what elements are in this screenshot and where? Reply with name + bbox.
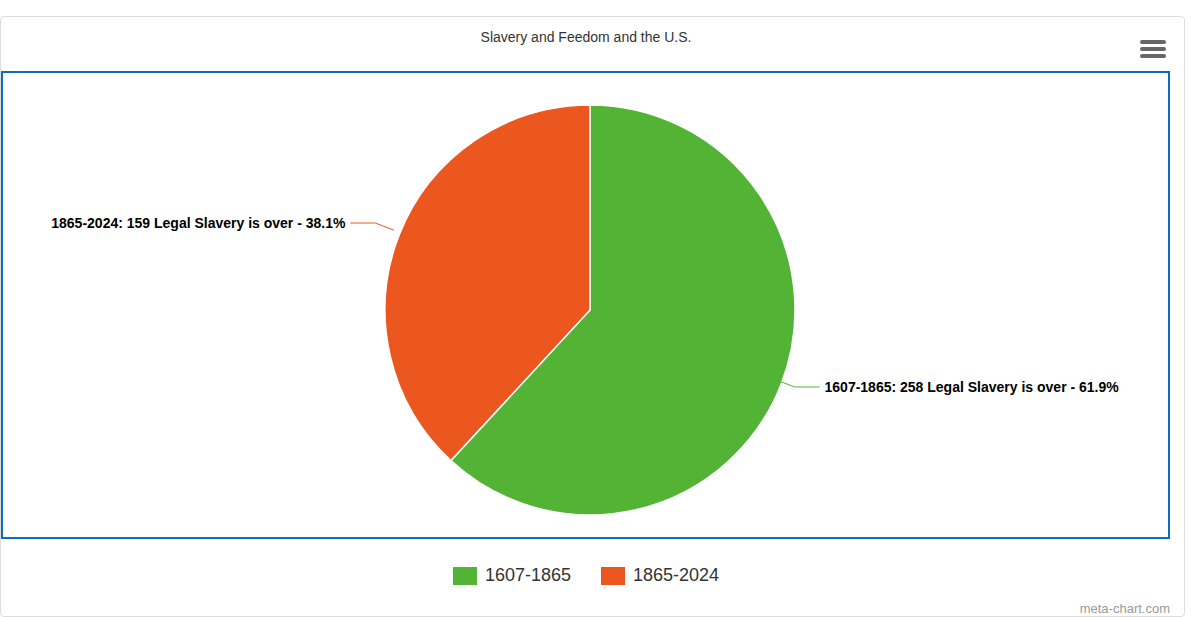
svg-text:1865-2024: 159 Legal Slavery i: 1865-2024: 159 Legal Slavery is over - 3… (51, 215, 346, 231)
svg-text:1607-1865: 258 Legal Slavery i: 1607-1865: 258 Legal Slavery is over - 6… (825, 379, 1120, 395)
html-text:meta-chart.com: meta-chart.com (1079, 601, 1170, 616)
html-text:1865-2024: 1865-2024 (633, 565, 720, 585)
html-text:1607-1865: 1607-1865 (484, 565, 571, 585)
html-text:Slavery and Feedom and the U.S: Slavery and Feedom and the U.S. (480, 29, 692, 45)
